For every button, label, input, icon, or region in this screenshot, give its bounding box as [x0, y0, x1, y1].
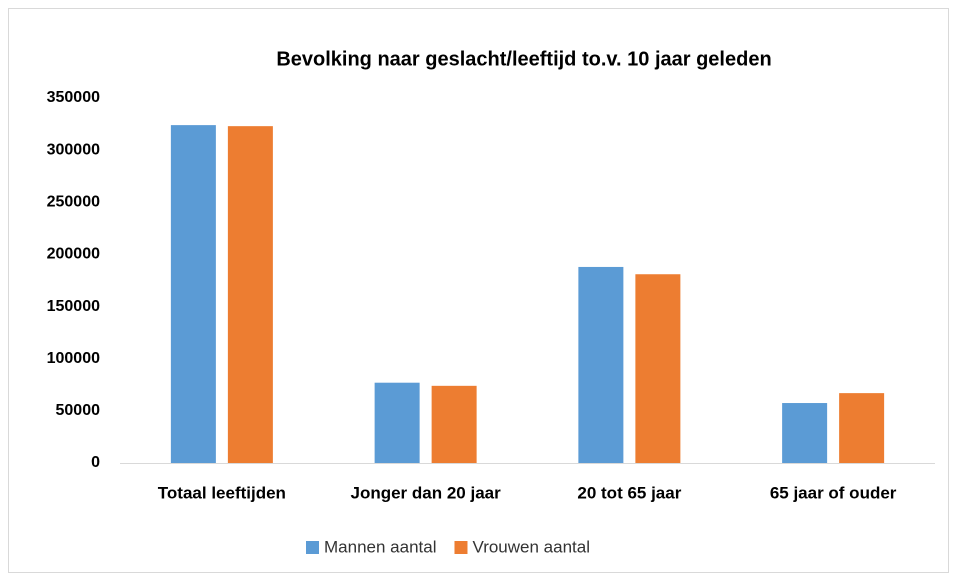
bar — [227, 126, 273, 464]
chart-title: Bevolking naar geslacht/leeftijd to.v. 1… — [276, 48, 771, 70]
x-tick-label: 20 tot 65 jaar — [577, 483, 681, 502]
y-tick-label: 150000 — [47, 298, 100, 315]
y-tick-label: 250000 — [47, 194, 100, 211]
legend-swatch — [306, 541, 319, 554]
legend-label: Mannen aantal — [324, 537, 436, 556]
y-tick-label: 200000 — [47, 246, 100, 263]
y-tick-label: 0 — [91, 454, 100, 471]
y-tick-label: 350000 — [47, 89, 100, 106]
bar — [635, 274, 681, 463]
legend-swatch — [454, 541, 468, 554]
y-tick-label: 50000 — [56, 402, 101, 419]
y-tick-label: 300000 — [47, 141, 100, 158]
bar — [782, 403, 828, 463]
legend-label: Vrouwen aantal — [472, 537, 590, 556]
bar — [431, 385, 477, 463]
bar — [578, 266, 624, 463]
bar — [839, 393, 885, 463]
bar — [374, 382, 420, 463]
x-tick-label: 65 jaar of ouder — [770, 483, 897, 502]
x-tick-label: Totaal leeftijden — [158, 483, 286, 502]
bar — [170, 125, 216, 463]
y-tick-label: 100000 — [47, 350, 100, 367]
chart-frame — [8, 8, 949, 573]
x-tick-label: Jonger dan 20 jaar — [351, 483, 502, 502]
